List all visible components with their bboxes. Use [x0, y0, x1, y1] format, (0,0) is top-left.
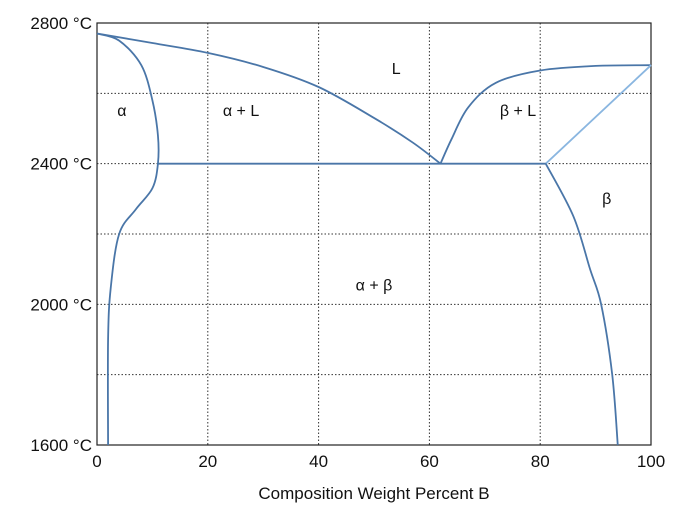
- y-tick-label: 2400 °C: [30, 155, 92, 174]
- curve-liquidus-alpha: [96, 32, 442, 165]
- region-label: α + L: [223, 103, 259, 120]
- phase-boundary-curves: [96, 32, 652, 446]
- x-axis-label: Composition Weight Percent B: [258, 484, 489, 503]
- x-tick-label: 40: [309, 452, 328, 471]
- y-axis-ticks: 1600 °C 2000 °C 2400 °C 2800 °C: [30, 14, 92, 455]
- x-tick-label: 20: [198, 452, 217, 471]
- x-tick-label: 60: [420, 452, 439, 471]
- y-tick-label: 1600 °C: [30, 436, 92, 455]
- curve-solidus-alpha: [96, 32, 160, 446]
- region-label: β + L: [500, 103, 536, 120]
- region-label: β: [602, 191, 611, 208]
- grid-lines: [96, 22, 652, 446]
- plot-frame: [96, 22, 652, 446]
- x-axis-ticks: 0 20 40 60 80 100: [92, 452, 665, 471]
- region-label: L: [392, 61, 401, 78]
- curve-liquidus-beta: [439, 64, 652, 165]
- x-tick-label: 0: [92, 452, 101, 471]
- x-tick-label: 100: [637, 452, 665, 471]
- y-tick-label: 2000 °C: [30, 295, 92, 314]
- curve-solvus-beta: [544, 163, 619, 446]
- curve-solidus-beta: [545, 64, 652, 165]
- y-tick-label: 2800 °C: [30, 14, 92, 33]
- x-tick-label: 80: [531, 452, 550, 471]
- phase-region-labels: Lα α + L β + L β α + β: [117, 61, 611, 294]
- region-label: α + β: [356, 277, 393, 294]
- region-label: α: [117, 103, 126, 120]
